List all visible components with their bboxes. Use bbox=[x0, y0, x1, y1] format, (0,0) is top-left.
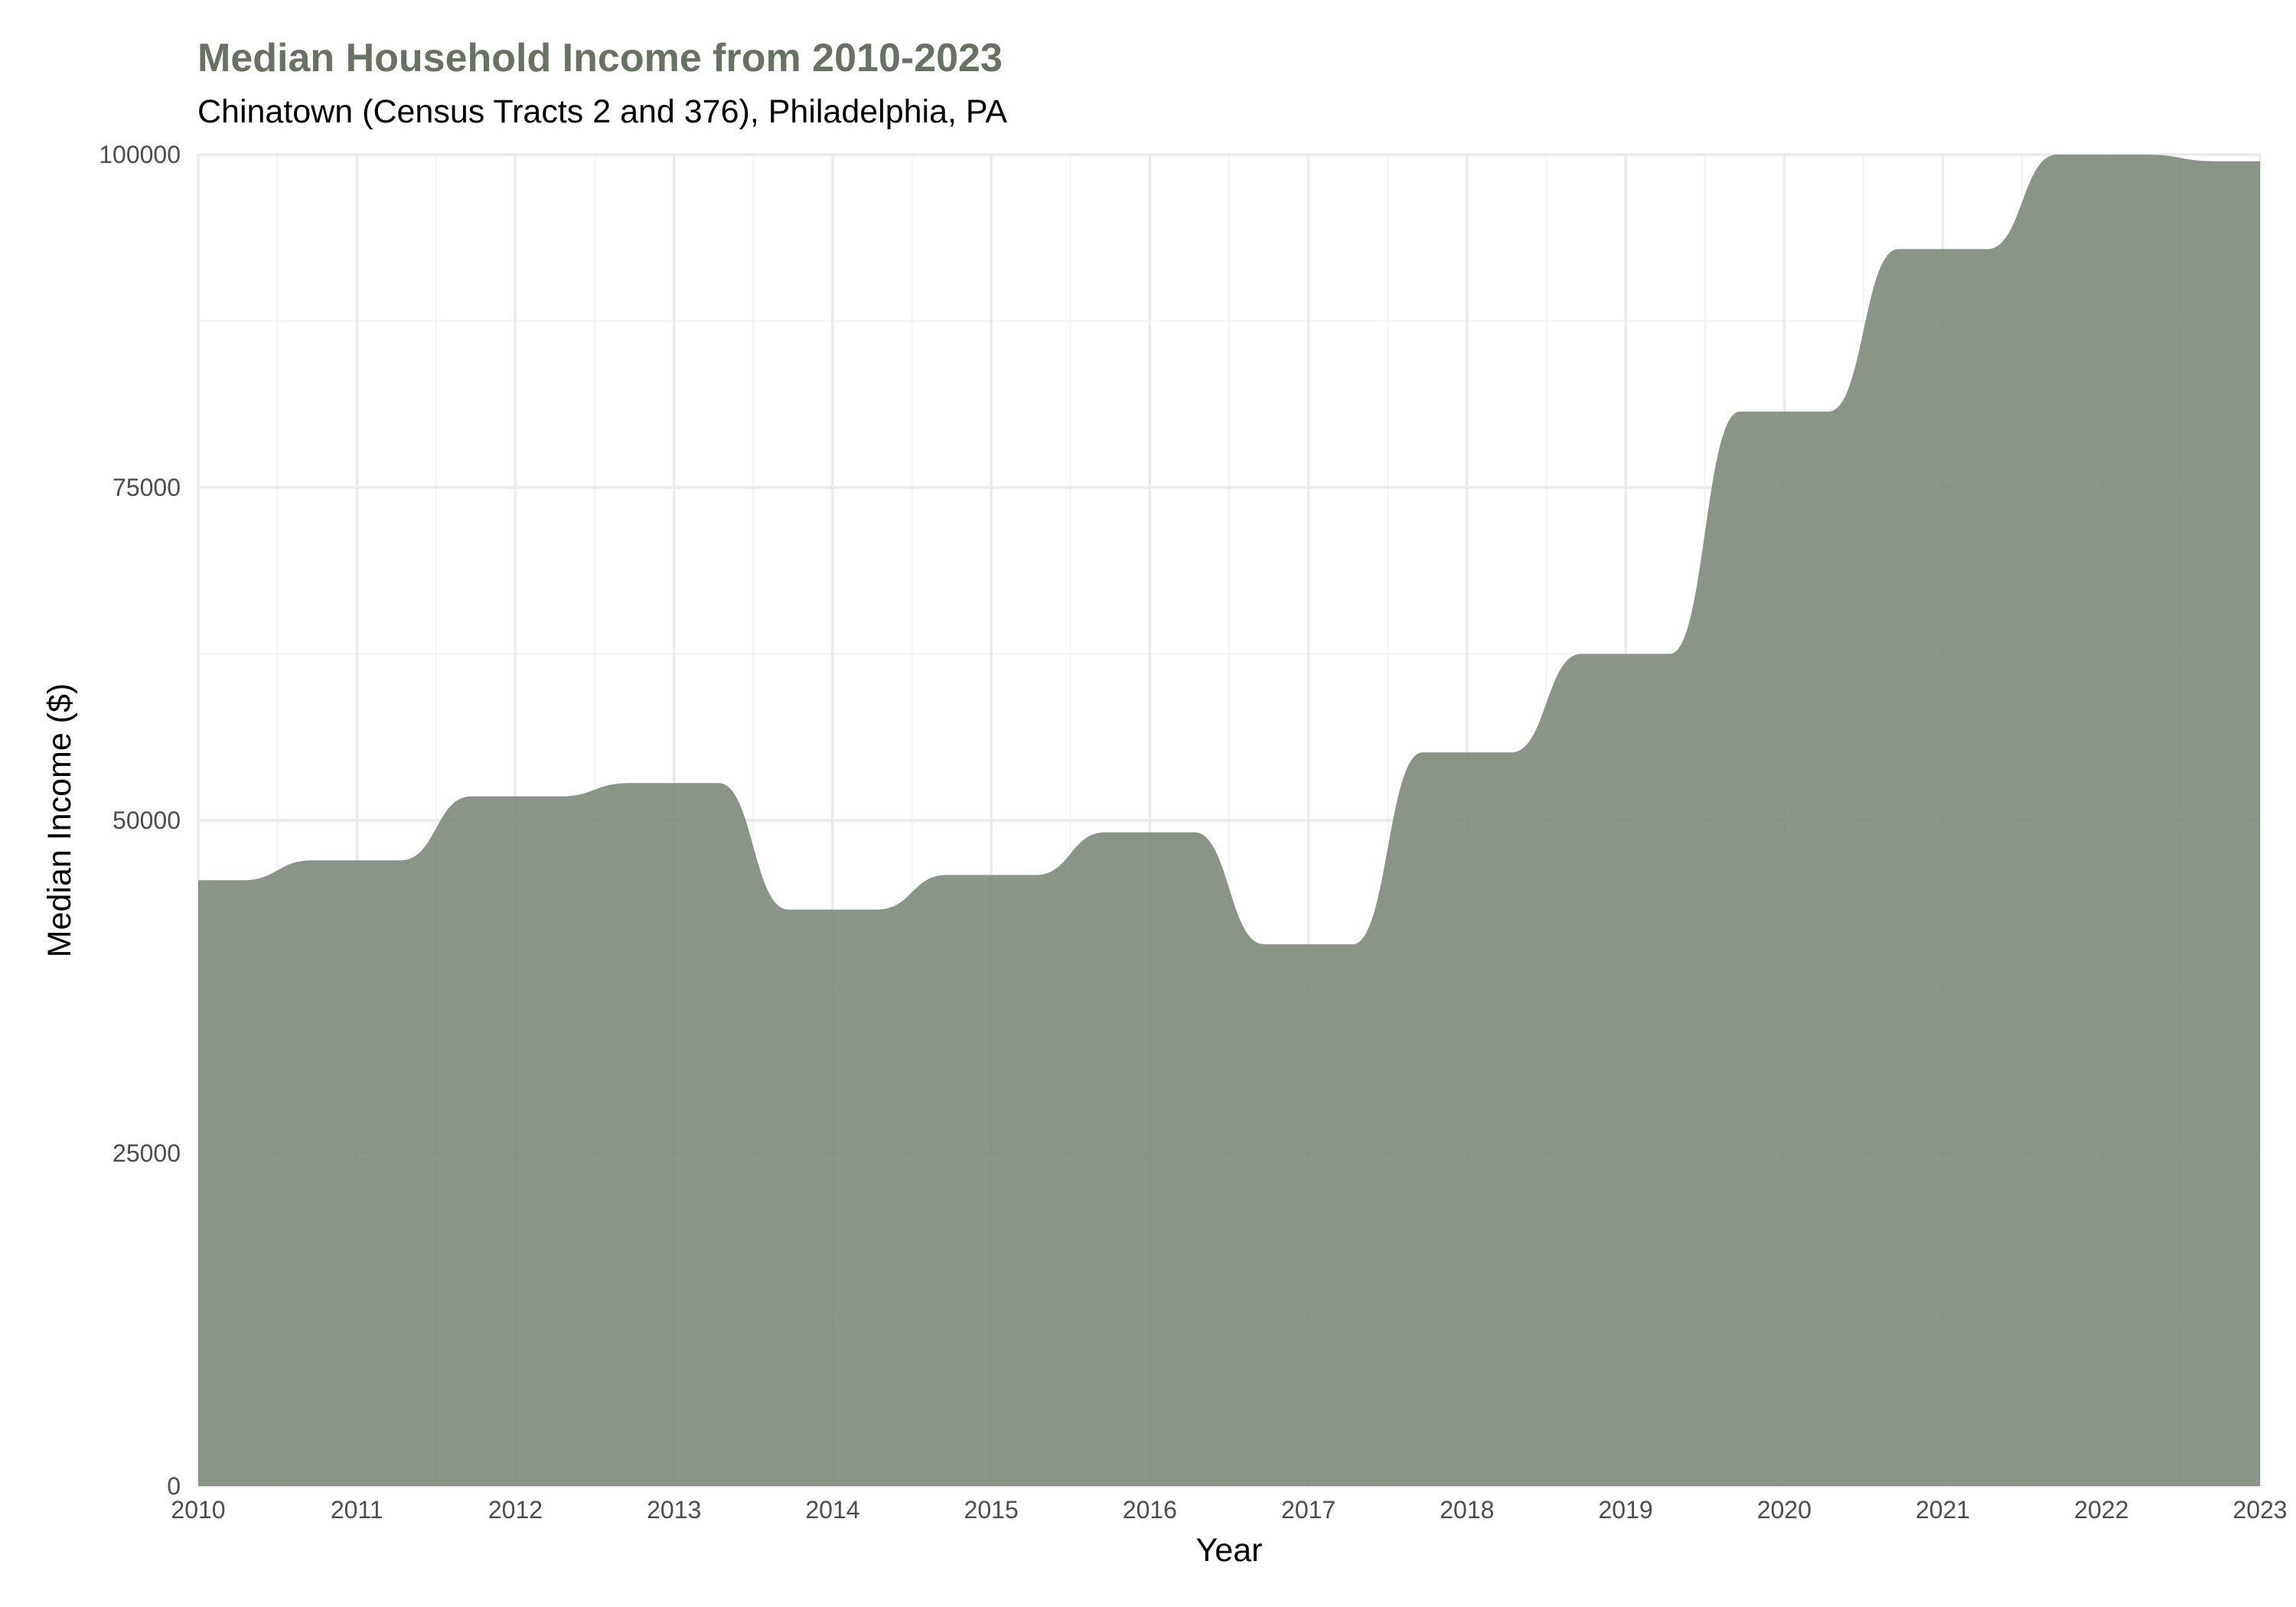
x-tick-label: 2021 bbox=[1916, 1496, 1970, 1524]
data-layer bbox=[195, 152, 2263, 1486]
data-point-2011 bbox=[354, 857, 360, 863]
x-tick-label: 2019 bbox=[1598, 1496, 1652, 1524]
data-point-2010 bbox=[195, 877, 201, 883]
x-tick-label: 2016 bbox=[1123, 1496, 1177, 1524]
x-tick-label: 2014 bbox=[805, 1496, 859, 1524]
x-tick-label: 2022 bbox=[2074, 1496, 2128, 1524]
data-point-2013 bbox=[671, 780, 677, 786]
data-point-2015 bbox=[988, 872, 994, 878]
chart-subtitle: Chinatown (Census Tracts 2 and 376), Phi… bbox=[197, 93, 1008, 130]
y-tick-label: 25000 bbox=[113, 1139, 181, 1167]
y-tick-label: 100000 bbox=[99, 141, 181, 168]
y-tick-label: 75000 bbox=[113, 474, 181, 501]
data-point-2017 bbox=[1306, 941, 1312, 947]
x-tick-label: 2017 bbox=[1281, 1496, 1336, 1524]
x-tick-label: 2020 bbox=[1757, 1496, 1812, 1524]
y-tick-label: 0 bbox=[167, 1472, 181, 1500]
x-tick-label: 2023 bbox=[2232, 1496, 2287, 1524]
x-tick-label: 2012 bbox=[488, 1496, 543, 1524]
x-tick-label: 2011 bbox=[331, 1496, 383, 1524]
data-point-2012 bbox=[512, 794, 518, 800]
x-tick-label: 2018 bbox=[1440, 1496, 1494, 1524]
y-axis-title: Median Income ($) bbox=[41, 683, 78, 958]
x-tick-label: 2015 bbox=[964, 1496, 1019, 1524]
y-tick-label: 50000 bbox=[113, 807, 181, 834]
data-point-2018 bbox=[1464, 749, 1470, 755]
x-axis-title: Year bbox=[1196, 1532, 1263, 1569]
income-area bbox=[198, 155, 2260, 1486]
data-point-2014 bbox=[830, 907, 836, 913]
data-point-2020 bbox=[1781, 409, 1787, 415]
data-point-2022 bbox=[2099, 152, 2105, 158]
data-point-2019 bbox=[1623, 651, 1629, 657]
data-point-2023 bbox=[2257, 158, 2263, 165]
tick-labels: 2010 2011 2012 2013 2014 2015 2016 2017 2018 2019… bbox=[99, 141, 2287, 1524]
data-point-2016 bbox=[1146, 830, 1153, 836]
x-tick-label: 2013 bbox=[647, 1496, 701, 1524]
chart-title: Median Household Income from 2010-2023 bbox=[197, 36, 1003, 80]
x-tick-label: 2010 bbox=[171, 1496, 225, 1524]
data-point-2021 bbox=[1940, 246, 1946, 253]
